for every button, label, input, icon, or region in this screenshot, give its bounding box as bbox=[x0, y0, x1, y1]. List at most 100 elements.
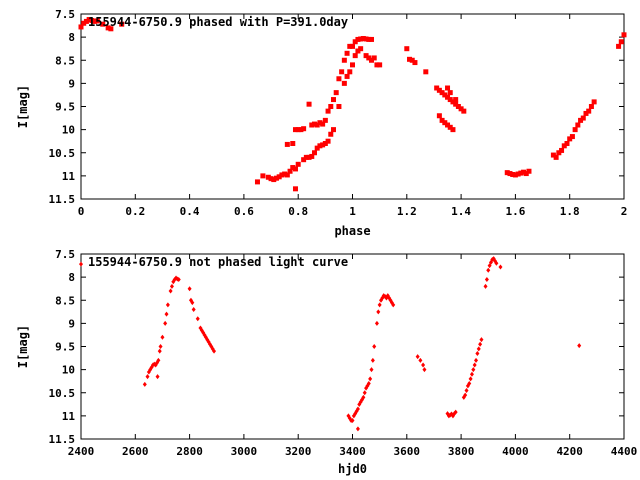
data-point bbox=[422, 367, 427, 373]
data-point bbox=[325, 108, 331, 114]
data-point bbox=[421, 362, 426, 368]
data-point bbox=[479, 337, 484, 343]
plot-title: 155944-6750.9 phased with P=391.0day bbox=[88, 15, 348, 29]
data-point bbox=[142, 381, 147, 387]
y-axis: 7.5 8 8.5 9 9.5 10 10.5 11 11.5 bbox=[49, 248, 624, 446]
data-point bbox=[445, 85, 451, 91]
x-tick-label: 2400 bbox=[68, 445, 95, 458]
data-point bbox=[504, 170, 510, 176]
data-point bbox=[83, 18, 89, 24]
data-point bbox=[580, 115, 586, 121]
x-tick-label: 3600 bbox=[394, 445, 421, 458]
data-point bbox=[445, 94, 451, 100]
data-point bbox=[591, 99, 597, 105]
data-point bbox=[518, 170, 524, 176]
data-point bbox=[190, 300, 195, 306]
y-tick-label: 8 bbox=[68, 271, 75, 284]
data-point bbox=[355, 426, 360, 432]
y-tick-label: 9.5 bbox=[55, 101, 75, 114]
data-point bbox=[79, 261, 83, 267]
data-point bbox=[341, 80, 347, 86]
data-point bbox=[471, 367, 476, 373]
data-point bbox=[268, 176, 274, 182]
y-tick-label: 8.5 bbox=[55, 294, 75, 307]
data-point bbox=[550, 152, 556, 158]
data-point bbox=[450, 99, 456, 105]
data-point bbox=[330, 127, 336, 133]
data-point bbox=[512, 172, 518, 178]
data-point bbox=[369, 367, 374, 373]
data-point bbox=[350, 43, 355, 49]
x-tick-label: 3400 bbox=[339, 445, 366, 458]
data-point bbox=[484, 276, 489, 282]
data-point bbox=[404, 46, 410, 52]
x-tick-label: 4400 bbox=[611, 445, 638, 458]
data-point bbox=[352, 53, 358, 59]
data-point bbox=[254, 179, 260, 185]
data-point bbox=[453, 101, 459, 107]
data-point bbox=[363, 36, 369, 42]
plot-frame bbox=[80, 13, 625, 200]
data-point bbox=[494, 260, 499, 266]
data-point bbox=[577, 343, 582, 349]
data-point bbox=[309, 153, 315, 159]
data-point bbox=[358, 36, 364, 42]
data-point bbox=[450, 127, 456, 133]
data-point bbox=[105, 25, 111, 31]
data-point bbox=[391, 302, 396, 308]
x-tick-label: 2600 bbox=[122, 445, 149, 458]
data-point bbox=[322, 117, 328, 123]
data-point bbox=[325, 138, 331, 144]
data-point bbox=[507, 171, 513, 177]
data-point bbox=[476, 346, 481, 352]
data-point bbox=[94, 18, 100, 24]
data-point bbox=[284, 141, 290, 147]
y-tick-label: 7.5 bbox=[55, 248, 75, 261]
data-point bbox=[374, 62, 380, 68]
x-tick-label: 1 bbox=[349, 205, 356, 218]
data-point bbox=[320, 121, 326, 127]
data-point bbox=[377, 62, 383, 68]
data-point bbox=[314, 122, 320, 128]
data-point bbox=[377, 302, 382, 308]
data-point bbox=[311, 150, 317, 156]
data-point bbox=[355, 406, 360, 412]
x-tick-label: 0.6 bbox=[234, 205, 254, 218]
data-point bbox=[447, 90, 453, 96]
data-point bbox=[526, 168, 532, 174]
data-point bbox=[498, 264, 503, 270]
y-tick-label: 9 bbox=[68, 317, 75, 330]
data-point bbox=[164, 311, 169, 317]
data-point bbox=[295, 161, 301, 167]
data-point bbox=[442, 92, 448, 98]
data-point bbox=[358, 46, 364, 52]
data-point bbox=[333, 90, 339, 96]
data-point bbox=[287, 168, 293, 174]
x-tick-label: 3000 bbox=[231, 445, 258, 458]
data-point bbox=[583, 110, 589, 116]
data-point bbox=[322, 141, 328, 146]
data-point bbox=[344, 73, 350, 79]
data-point bbox=[306, 101, 312, 107]
data-point bbox=[292, 166, 298, 172]
data-point bbox=[301, 157, 307, 163]
data-point bbox=[472, 362, 477, 368]
data-point bbox=[434, 85, 440, 91]
data-point bbox=[474, 357, 479, 363]
data-point bbox=[347, 43, 353, 49]
data-point bbox=[447, 97, 453, 103]
y-axis-label: I[mag] bbox=[16, 85, 30, 128]
x-tick-label: 1.8 bbox=[560, 205, 580, 218]
data-point bbox=[523, 171, 529, 177]
data-point bbox=[145, 374, 150, 380]
data-point bbox=[260, 173, 266, 179]
y-tick-label: 7.5 bbox=[55, 8, 75, 21]
data-point bbox=[374, 320, 379, 326]
data-point bbox=[336, 104, 342, 109]
x-tick-label: 3200 bbox=[285, 445, 312, 458]
data-point bbox=[616, 43, 622, 49]
data-point bbox=[314, 145, 320, 151]
data-point bbox=[163, 320, 168, 326]
x-axis-label: hjd0 bbox=[338, 462, 367, 476]
